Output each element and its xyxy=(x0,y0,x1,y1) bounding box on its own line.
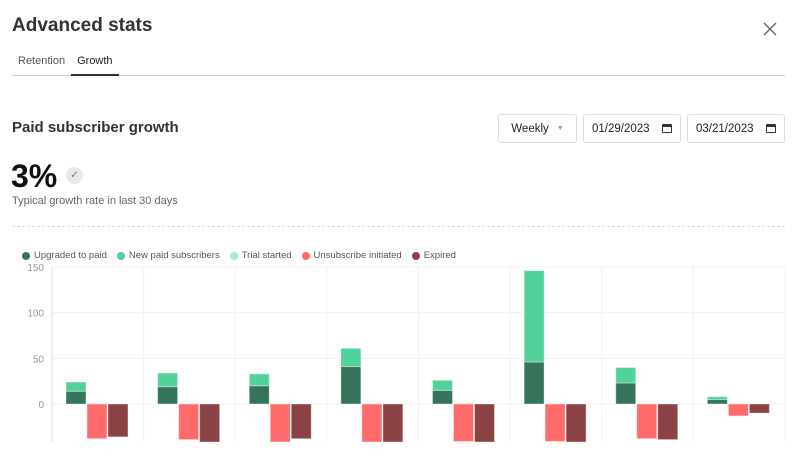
bar-new-paid-subscribers xyxy=(340,347,362,368)
legend-dot xyxy=(301,251,310,260)
legend-item[interactable]: Unsubscribe initiated xyxy=(301,250,402,261)
close-icon[interactable] xyxy=(761,20,779,38)
legend-dot xyxy=(22,251,30,260)
tab-bar: Retention Growth xyxy=(12,55,785,76)
chevron-down-icon: ▼ xyxy=(556,125,564,132)
section-title: Paid subscriber growth xyxy=(12,119,179,136)
legend-label: Unsubscribe initiated xyxy=(313,250,402,261)
growth-rate-value: 3% xyxy=(11,158,58,194)
bar-unsubscribe-initiated xyxy=(361,403,383,443)
bar-new-paid-subscribers xyxy=(615,366,637,384)
end-date-value: 03/21/2023 xyxy=(696,122,754,135)
bar-new-paid-subscribers xyxy=(706,396,728,400)
bar-new-paid-subscribers xyxy=(157,372,179,388)
bar-unsubscribe-initiated xyxy=(636,403,658,440)
interval-select[interactable]: Weekly ▼ xyxy=(498,114,577,143)
legend-label: Upgraded to paid xyxy=(34,250,107,261)
bar-unsubscribe-initiated xyxy=(86,403,108,440)
calendar-icon xyxy=(766,124,776,133)
chart-legend: Upgraded to paid New paid subscribers Tr… xyxy=(22,250,456,261)
interval-value: Weekly xyxy=(511,122,549,135)
bar-unsubscribe-initiated xyxy=(178,403,200,441)
legend-item[interactable]: Expired xyxy=(411,250,456,261)
y-tick-label: 0 xyxy=(38,400,44,411)
bar-unsubscribe-initiated xyxy=(269,403,291,443)
bar-new-paid-subscribers xyxy=(65,381,87,392)
growth-chart: 150 100 50 0 xyxy=(27,263,786,443)
bar-unsubscribe-initiated xyxy=(453,403,474,442)
bar-upgraded-to-paid xyxy=(157,386,179,405)
bar-new-paid-subscribers xyxy=(523,270,545,363)
bar-upgraded-to-paid xyxy=(615,382,637,405)
start-date-input[interactable]: 01/29/2023 xyxy=(583,114,681,143)
legend-dot xyxy=(411,251,420,260)
legend-dot xyxy=(116,251,125,260)
legend-label: Expired xyxy=(423,250,456,261)
bar-upgraded-to-paid xyxy=(523,361,545,405)
legend-label: Trial started xyxy=(241,250,292,261)
y-tick-label: 150 xyxy=(27,263,44,274)
growth-rate-caption: Typical growth rate in last 30 days xyxy=(12,195,178,207)
tab-growth[interactable]: Growth xyxy=(71,55,119,76)
bar-expired xyxy=(199,403,221,443)
check-icon: ✓ xyxy=(66,167,83,184)
legend-dot xyxy=(229,251,238,260)
bar-unsubscribe-initiated xyxy=(727,403,749,417)
start-date-value: 01/29/2023 xyxy=(592,122,650,135)
bar-expired xyxy=(290,403,312,440)
legend-item[interactable]: Upgraded to paid xyxy=(22,250,107,261)
dialog-title: Advanced stats xyxy=(12,15,153,36)
tab-retention[interactable]: Retention xyxy=(18,55,66,67)
bar-expired xyxy=(565,403,587,443)
calendar-icon xyxy=(662,124,672,133)
bar-upgraded-to-paid xyxy=(340,366,362,405)
legend-label: New paid subscribers xyxy=(128,250,220,261)
end-date-input[interactable]: 03/21/2023 xyxy=(687,114,785,143)
y-tick-label: 100 xyxy=(27,309,44,320)
bar-upgraded-to-paid xyxy=(432,389,453,405)
legend-item[interactable]: Trial started xyxy=(229,250,292,261)
bar-unsubscribe-initiated xyxy=(544,403,566,442)
bar-new-paid-subscribers xyxy=(248,373,270,387)
bar-upgraded-to-paid xyxy=(65,390,87,405)
divider xyxy=(12,226,785,227)
bar-expired xyxy=(382,403,404,443)
bar-upgraded-to-paid xyxy=(248,385,270,405)
bar-upgraded-to-paid xyxy=(706,398,728,405)
bar-expired xyxy=(657,403,679,441)
bar-expired xyxy=(474,403,495,443)
legend-item[interactable]: New paid subscribers xyxy=(116,250,220,261)
bar-expired xyxy=(107,403,129,438)
bar-new-paid-subscribers xyxy=(432,379,453,391)
bar-expired xyxy=(748,403,770,414)
y-tick-label: 50 xyxy=(33,354,45,365)
